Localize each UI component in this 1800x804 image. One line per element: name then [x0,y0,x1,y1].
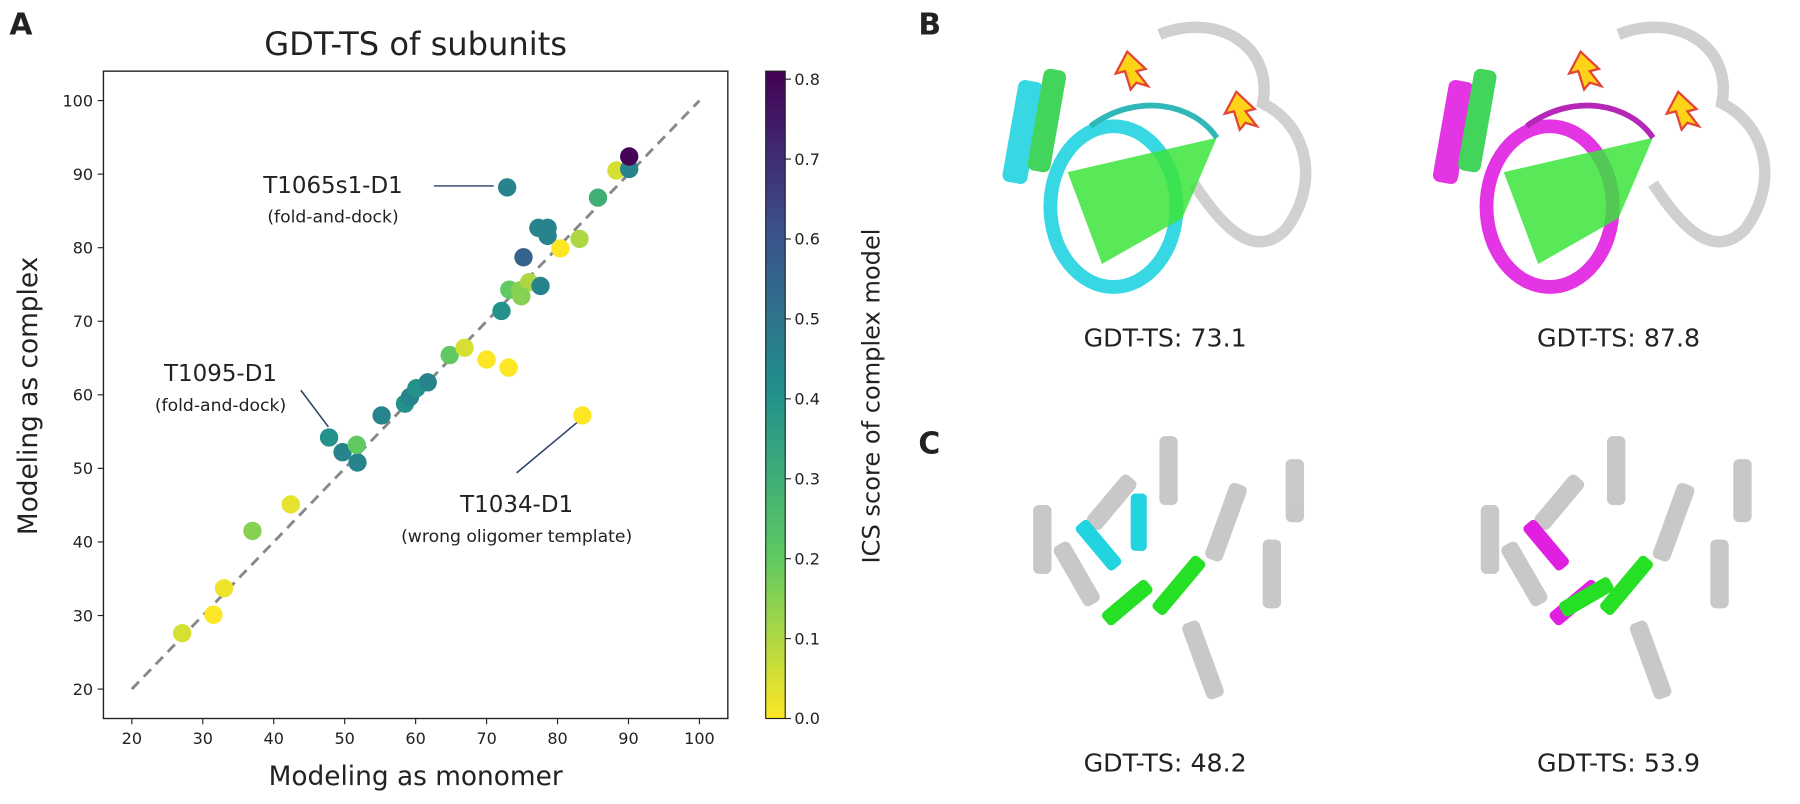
y-tick-label: 20 [73,680,93,699]
y-tick-label: 30 [73,606,93,625]
y-tick-label: 60 [73,386,93,405]
colorbar-tick-label: 0.6 [794,230,820,249]
x-tick-label: 30 [193,729,213,748]
x-tick-label: 90 [618,729,638,748]
caption: GDT-TS: 87.8 [1537,324,1700,353]
structure-b2 [1432,21,1771,294]
point [573,406,592,425]
annotation-text: T1095-D1 [163,361,277,387]
point [333,443,352,462]
colorbar-tick-label: 0.8 [794,70,820,89]
point [538,226,557,246]
point [497,178,517,197]
point [531,276,550,296]
y-axis-label: Modeling as complex [14,257,44,535]
caption: GDT-TS: 53.9 [1537,748,1700,777]
colorbar-label: ICS score of complex model [857,229,885,564]
point [281,495,300,514]
y-tick-label: 80 [73,238,93,257]
point [499,358,518,377]
point [514,248,533,267]
y-tick-label: 40 [73,533,93,552]
point [551,239,570,258]
panel-label: A [9,7,32,42]
point [173,623,192,643]
structure-b1 [1002,21,1312,294]
colorbar-tick-label: 0.3 [794,469,820,488]
colorbar-tick-label: 0.0 [794,709,820,728]
annotation-line [516,420,580,474]
x-axis-label: Modeling as monomer [269,762,563,792]
y-tick-label: 50 [73,459,93,478]
point [477,350,496,369]
point [455,338,474,357]
annotation-note: (wrong oligomer template) [401,527,632,547]
colorbar-tick-label: 0.1 [794,629,820,648]
y-tick-label: 70 [73,312,93,331]
panel-label: C [918,426,940,461]
point [347,435,366,455]
point [440,345,459,365]
y-tick-label: 90 [73,165,93,184]
point [620,147,639,166]
annotation-text: T1065s1-D1 [262,173,402,199]
point [348,453,367,472]
x-tick-label: 100 [684,729,715,748]
colorbar-tick-label: 0.7 [794,150,820,169]
annotation-note: (fold-and-dock) [267,208,398,228]
x-tick-label: 40 [264,729,284,748]
point [588,188,608,207]
panel-label: B [918,7,941,42]
colorbar [765,70,786,720]
colorbar-tick-label: 0.5 [794,310,820,329]
point [204,605,223,624]
x-tick-label: 70 [476,729,496,748]
point [570,229,589,249]
x-tick-label: 80 [547,729,567,748]
y-tick-label: 100 [62,91,93,110]
point [243,521,262,541]
annotation-text: T1034-D1 [459,492,573,518]
point [319,428,339,447]
caption: GDT-TS: 48.2 [1084,748,1247,777]
structure-c2 [1480,436,1752,700]
point [418,373,437,392]
x-tick-label: 20 [122,729,142,748]
colorbar-tick-label: 0.2 [794,549,820,568]
annotation-note: (fold-and-dock) [155,396,286,416]
annotation-line [300,389,330,428]
colorbar-tick-label: 0.4 [794,390,820,409]
caption: GDT-TS: 73.1 [1084,324,1247,353]
point [512,287,531,306]
structure-c1 [1033,436,1305,700]
point [214,579,234,598]
x-tick-label: 50 [334,729,354,748]
point [372,406,391,425]
point [492,301,511,321]
x-tick-label: 60 [405,729,425,748]
chart-title: GDT-TS of subunits [264,25,567,63]
